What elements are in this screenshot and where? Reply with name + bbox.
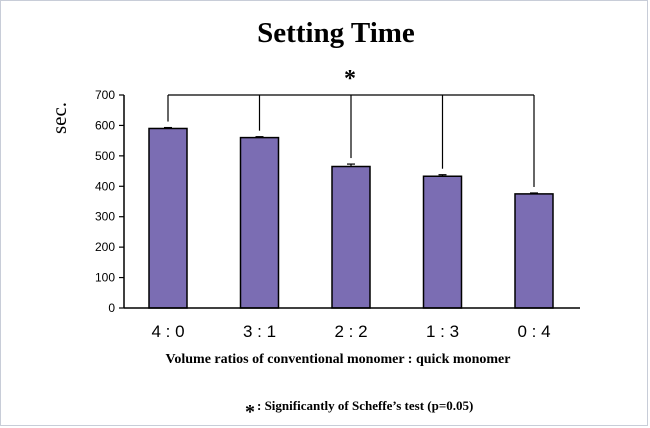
y-tick-label: 0 <box>108 301 115 315</box>
bar-3-1 <box>239 136 280 309</box>
footnote: * : Significantly of Scheffe’s test (p=0… <box>245 398 473 423</box>
significance-marker: * <box>344 66 356 92</box>
y-tick-label: 300 <box>95 210 115 224</box>
x-axis-label: Volume ratios of conventional monomer : … <box>166 352 511 367</box>
bars <box>148 126 554 309</box>
axes <box>123 95 580 309</box>
chart-title: Setting Time <box>257 17 415 49</box>
bar-1-3 <box>422 175 463 309</box>
y-tick-label: 400 <box>95 179 115 193</box>
x-tick-label: 3 : 1 <box>243 322 276 341</box>
y-tick-label: 700 <box>95 88 115 102</box>
y-tick-label: 200 <box>95 240 115 254</box>
y-tick-label: 600 <box>95 118 115 132</box>
significance-bracket <box>167 94 535 187</box>
bar-2-2 <box>331 165 371 309</box>
x-ticks: 4 : 0 3 : 1 2 : 2 1 : 3 0 : 4 <box>151 322 550 341</box>
footnote-text: : Significantly of Scheffe’s test (p=0.0… <box>257 398 473 413</box>
y-ticks: 0 100 200 300 400 500 600 700 <box>95 88 124 315</box>
footnote-marker: * <box>245 401 255 423</box>
y-tick-label: 500 <box>95 149 115 163</box>
x-tick-label: 1 : 3 <box>426 322 459 341</box>
y-axis-label: sec. <box>47 102 71 134</box>
x-tick-label: 4 : 0 <box>151 322 184 341</box>
x-tick-label: 2 : 2 <box>334 322 367 341</box>
x-tick-label: 0 : 4 <box>517 322 550 341</box>
bar-0-4 <box>514 193 554 309</box>
bar-4-0 <box>148 127 188 309</box>
y-tick-label: 100 <box>95 271 115 285</box>
